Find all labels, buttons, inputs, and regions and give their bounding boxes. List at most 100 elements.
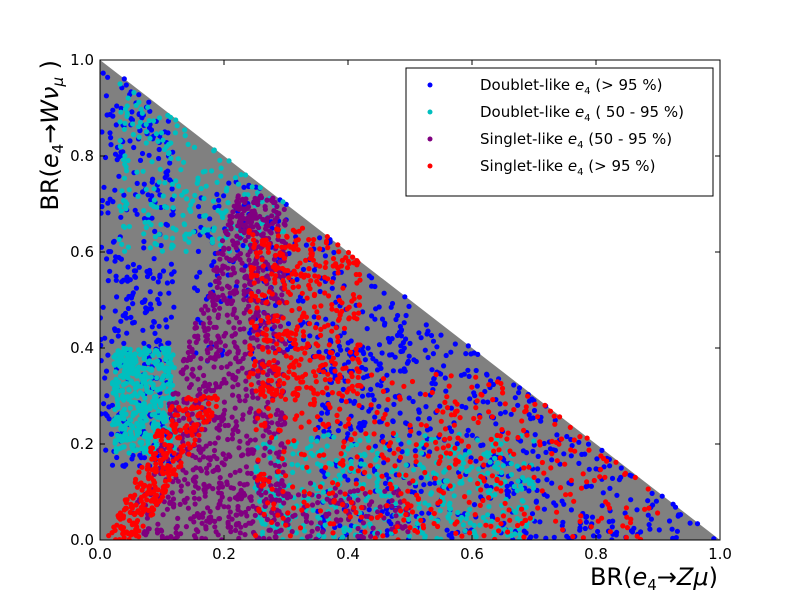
scatter-point bbox=[195, 175, 201, 181]
scatter-point bbox=[114, 522, 120, 528]
scatter-point bbox=[694, 521, 701, 527]
scatter-point bbox=[309, 528, 315, 534]
scatter-point bbox=[382, 411, 388, 417]
scatter-point bbox=[453, 457, 459, 463]
scatter-point bbox=[176, 464, 182, 470]
scatter-point bbox=[141, 245, 147, 251]
scatter-point bbox=[229, 333, 235, 339]
scatter-point bbox=[203, 338, 209, 344]
scatter-point bbox=[324, 385, 330, 391]
scatter-point bbox=[363, 497, 369, 503]
scatter-point bbox=[543, 449, 549, 455]
scatter-point bbox=[516, 536, 522, 540]
legend-label-3: Singlet-like e4 (50 - 95 %) bbox=[480, 130, 672, 151]
scatter-point bbox=[147, 108, 153, 114]
scatter-point bbox=[494, 432, 500, 438]
scatter-point bbox=[214, 179, 220, 185]
scatter-point bbox=[201, 195, 207, 202]
scatter-point bbox=[306, 491, 312, 497]
scatter-point bbox=[438, 418, 444, 424]
scatter-point bbox=[403, 312, 409, 319]
scatter-point bbox=[333, 457, 339, 463]
scatter-point bbox=[145, 359, 151, 365]
scatter-point bbox=[311, 304, 318, 310]
scatter-point bbox=[136, 92, 142, 98]
scatter-point bbox=[281, 500, 287, 506]
scatter-point bbox=[224, 283, 231, 289]
scatter-point bbox=[392, 528, 398, 535]
scatter-point bbox=[170, 496, 177, 502]
scatter-point bbox=[325, 471, 331, 477]
scatter-point bbox=[236, 319, 243, 325]
scatter-point bbox=[368, 533, 374, 540]
scatter-point bbox=[207, 355, 214, 361]
scatter-point bbox=[119, 85, 125, 91]
scatter-point bbox=[438, 454, 444, 460]
scatter-point bbox=[194, 404, 200, 410]
scatter-point bbox=[217, 157, 223, 163]
scatter-point bbox=[125, 278, 131, 284]
scatter-point bbox=[520, 475, 526, 481]
scatter-point bbox=[128, 314, 134, 320]
scatter-point bbox=[330, 355, 336, 361]
scatter-point bbox=[138, 455, 144, 461]
scatter-point bbox=[122, 161, 128, 167]
y-tick-label: 0.2 bbox=[70, 435, 94, 453]
scatter-point bbox=[318, 463, 324, 469]
scatter-point bbox=[369, 313, 375, 319]
scatter-point bbox=[443, 388, 449, 394]
scatter-point bbox=[374, 409, 380, 416]
scatter-point bbox=[101, 401, 107, 407]
scatter-point bbox=[260, 433, 266, 439]
scatter-point bbox=[466, 499, 472, 505]
scatter-point bbox=[254, 415, 261, 421]
scatter-point bbox=[165, 370, 172, 376]
scatter-point bbox=[105, 352, 111, 358]
scatter-point bbox=[290, 284, 296, 290]
scatter-point bbox=[280, 278, 286, 284]
scatter-point bbox=[672, 504, 679, 510]
scatter-point bbox=[267, 455, 273, 461]
scatter-point bbox=[628, 528, 635, 534]
scatter-point bbox=[367, 521, 373, 527]
scatter-point bbox=[357, 420, 363, 427]
scatter-point bbox=[576, 460, 582, 466]
scatter-point bbox=[549, 451, 555, 457]
scatter-point bbox=[266, 289, 272, 295]
scatter-point bbox=[516, 390, 522, 396]
scatter-point bbox=[212, 518, 218, 525]
scatter-point bbox=[331, 249, 337, 256]
scatter-point bbox=[418, 422, 424, 428]
scatter-point bbox=[196, 496, 202, 502]
scatter-point bbox=[495, 516, 501, 523]
scatter-point bbox=[607, 529, 614, 535]
scatter-point bbox=[335, 242, 341, 248]
scatter-point bbox=[142, 348, 148, 354]
scatter-point bbox=[270, 264, 276, 270]
scatter-point bbox=[268, 493, 274, 499]
scatter-point bbox=[270, 397, 276, 403]
scatter-point bbox=[123, 364, 129, 370]
scatter-point bbox=[329, 350, 335, 356]
scatter-point bbox=[233, 315, 240, 321]
scatter-point bbox=[360, 520, 366, 526]
scatter-point bbox=[146, 118, 152, 124]
scatter-point bbox=[260, 369, 266, 375]
scatter-point bbox=[198, 396, 204, 402]
scatter-point bbox=[237, 256, 243, 263]
scatter-point bbox=[285, 268, 291, 274]
scatter-point bbox=[267, 368, 273, 374]
scatter-point bbox=[274, 203, 280, 210]
scatter-point bbox=[418, 517, 424, 523]
scatter-point bbox=[380, 388, 386, 394]
scatter-point bbox=[148, 127, 155, 133]
scatter-point bbox=[207, 282, 213, 288]
scatter-point bbox=[299, 225, 306, 231]
scatter-point bbox=[441, 484, 447, 490]
scatter-point bbox=[144, 308, 150, 314]
scatter-point bbox=[178, 531, 184, 537]
scatter-point bbox=[563, 492, 569, 498]
scatter-point bbox=[271, 296, 277, 302]
scatter-point bbox=[272, 462, 278, 468]
scatter-point bbox=[171, 450, 177, 456]
